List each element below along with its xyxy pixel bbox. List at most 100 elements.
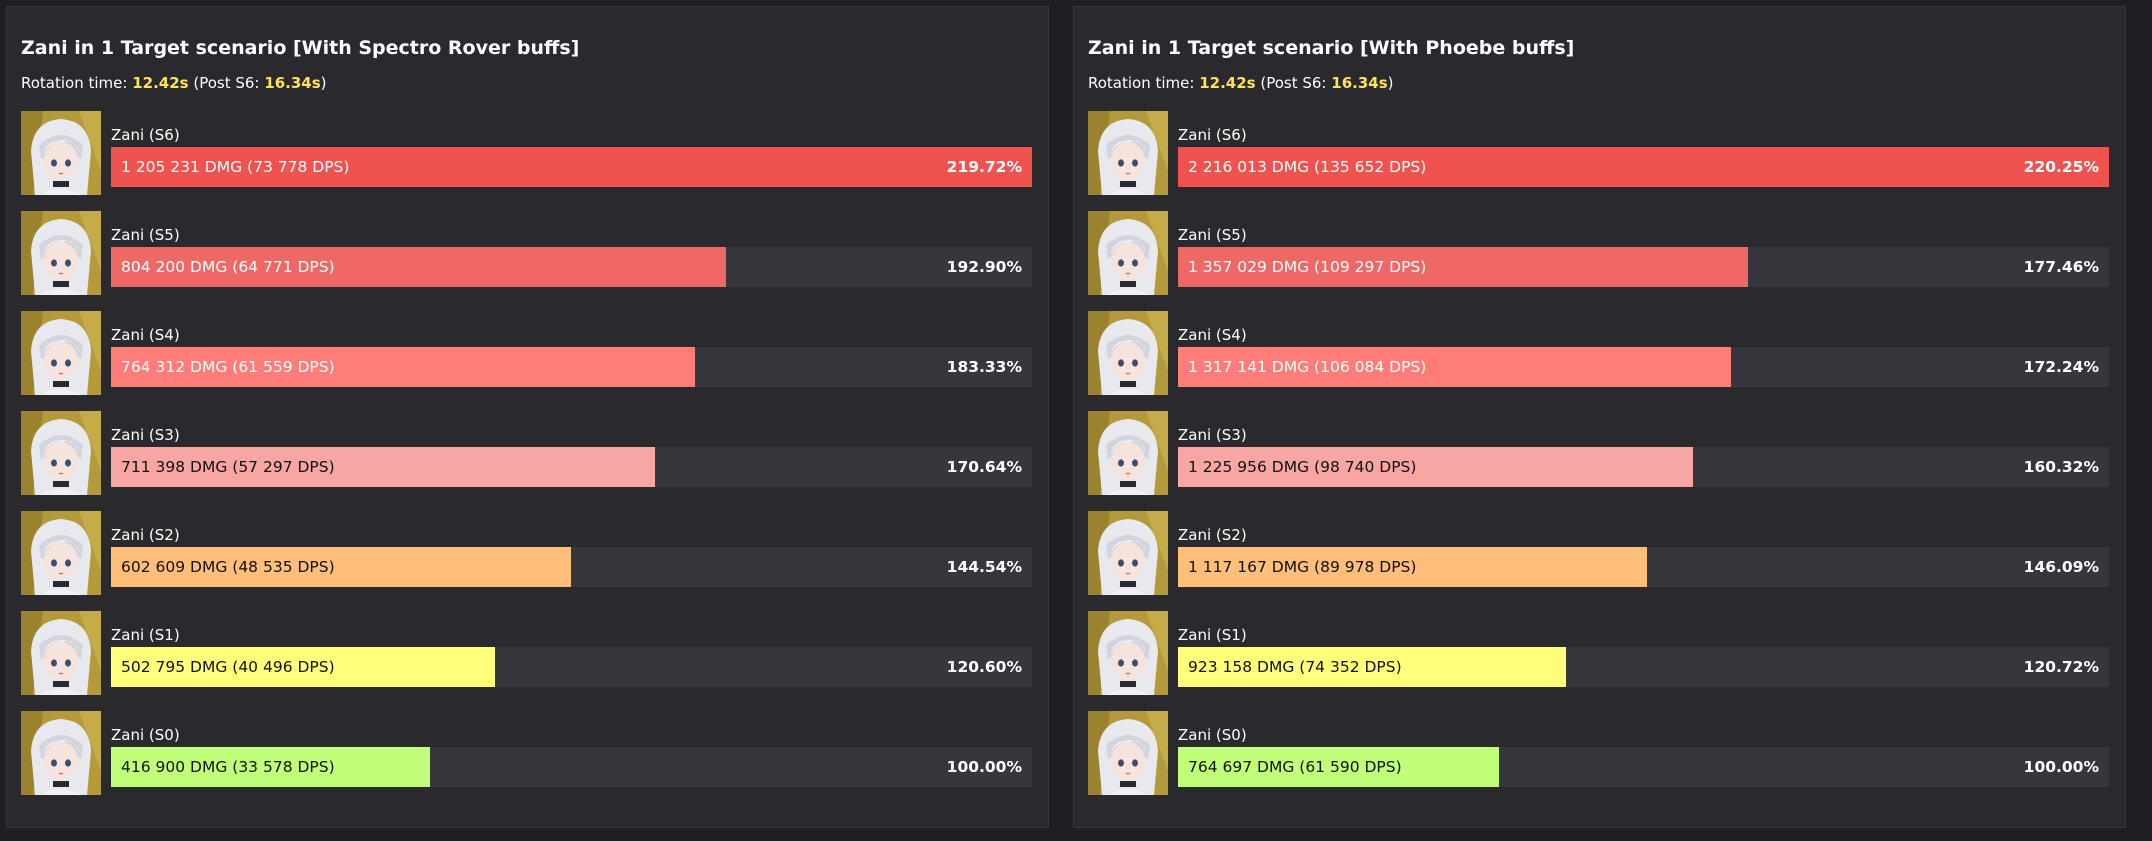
bar-value-label: 923 158 DMG (74 352 DPS) (1188, 658, 1402, 676)
category-label: Zani (S1) (111, 626, 180, 644)
bar (111, 347, 696, 387)
bar-percent-label: 146.09% (2023, 558, 2099, 576)
bar (1178, 247, 1749, 287)
bar-row: Zani (S6) 2 216 013 DMG (135 652 DPS) 220.… (1088, 111, 2109, 199)
bar-percent-label: 192.90% (946, 258, 1022, 276)
bar-value-label: 1 357 029 DMG (109 297 DPS) (1188, 258, 1427, 276)
category-label: Zani (S4) (111, 326, 180, 344)
bar-track: 923 158 DMG (74 352 DPS) 120.72% (1178, 647, 2109, 687)
bar-track: 502 795 DMG (40 496 DPS) 120.60% (111, 647, 1032, 687)
bar (111, 747, 430, 787)
rotation-post-time-value: 16.34s (264, 74, 321, 92)
chart-panel-spectro-rover: Zani in 1 Target scenario [With Spectro … (6, 6, 1049, 828)
category-label: Zani (S5) (111, 226, 180, 244)
zani-portrait-icon (21, 611, 101, 695)
bar-track: 804 200 DMG (64 771 DPS) 192.90% (111, 247, 1032, 287)
bar-percent-label: 144.54% (946, 558, 1022, 576)
zani-portrait-icon (1088, 411, 1168, 495)
bar-percent-label: 220.25% (2023, 158, 2099, 176)
bar (111, 547, 572, 587)
bar-track: 416 900 DMG (33 578 DPS) 100.00% (111, 747, 1032, 787)
bar (111, 647, 496, 687)
rotation-post-time-value: 16.34s (1331, 74, 1388, 92)
bar-value-label: 602 609 DMG (48 535 DPS) (121, 558, 335, 576)
zani-portrait-icon (21, 211, 101, 295)
category-label: Zani (S0) (1178, 726, 1247, 744)
bar-track: 764 697 DMG (61 590 DPS) 100.00% (1178, 747, 2109, 787)
zani-portrait-icon (21, 411, 101, 495)
bar-value-label: 1 317 141 DMG (106 084 DPS) (1188, 358, 1427, 376)
category-label: Zani (S1) (1178, 626, 1247, 644)
bar-track: 1 205 231 DMG (73 778 DPS) 219.72% (111, 147, 1032, 187)
bar-value-label: 711 398 DMG (57 297 DPS) (121, 458, 335, 476)
bar-percent-label: 183.33% (946, 358, 1022, 376)
chart-title: Zani in 1 Target scenario [With Spectro … (21, 37, 580, 59)
zani-portrait-icon (1088, 511, 1168, 595)
chart-title: Zani in 1 Target scenario [With Phoebe b… (1088, 37, 1575, 59)
zani-portrait-icon (1088, 311, 1168, 395)
rotation-time-value: 12.42s (1199, 74, 1256, 92)
bar-row: Zani (S0) 416 900 DMG (33 578 DPS) 100.00% (21, 711, 1032, 799)
bar-percent-label: 100.00% (946, 758, 1022, 776)
bar-value-label: 764 697 DMG (61 590 DPS) (1188, 758, 1402, 776)
bar-percent-label: 219.72% (946, 158, 1022, 176)
bar (1178, 447, 1694, 487)
bar-row: Zani (S4) 764 312 DMG (61 559 DPS) 183.33% (21, 311, 1032, 399)
bar-row: Zani (S0) 764 697 DMG (61 590 DPS) 100.00% (1088, 711, 2109, 799)
category-label: Zani (S4) (1178, 326, 1247, 344)
rotation-suffix: ) (1387, 74, 1394, 92)
rotation-time: Rotation time: 12.42s (Post S6: 16.34s) (21, 74, 327, 92)
bar-track: 1 225 956 DMG (98 740 DPS) 160.32% (1178, 447, 2109, 487)
bar (1178, 747, 1500, 787)
rotation-prefix: Rotation time: (1088, 74, 1200, 92)
bar-percent-label: 172.24% (2023, 358, 2099, 376)
zani-portrait-icon (1088, 211, 1168, 295)
bar-percent-label: 170.64% (946, 458, 1022, 476)
bar-value-label: 1 117 167 DMG (89 978 DPS) (1188, 558, 1417, 576)
bar-track: 764 312 DMG (61 559 DPS) 183.33% (111, 347, 1032, 387)
bar-track: 1 317 141 DMG (106 084 DPS) 172.24% (1178, 347, 2109, 387)
bar-row: Zani (S5) 804 200 DMG (64 771 DPS) 192.90% (21, 211, 1032, 299)
rotation-post-prefix: (Post S6: (1255, 74, 1332, 92)
bar (1178, 147, 2109, 187)
category-label: Zani (S6) (1178, 126, 1247, 144)
bar-row: Zani (S3) 1 225 956 DMG (98 740 DPS) 160.3… (1088, 411, 2109, 499)
bar-value-label: 1 225 956 DMG (98 740 DPS) (1188, 458, 1417, 476)
category-label: Zani (S3) (1178, 426, 1247, 444)
bar-track: 602 609 DMG (48 535 DPS) 144.54% (111, 547, 1032, 587)
bar (1178, 647, 1566, 687)
zani-portrait-icon (1088, 111, 1168, 195)
bar (1178, 347, 1732, 387)
bar-row: Zani (S3) 711 398 DMG (57 297 DPS) 170.64% (21, 411, 1032, 499)
bar-row: Zani (S5) 1 357 029 DMG (109 297 DPS) 177.… (1088, 211, 2109, 299)
rotation-prefix: Rotation time: (21, 74, 133, 92)
bar-value-label: 1 205 231 DMG (73 778 DPS) (121, 158, 350, 176)
zani-portrait-icon (1088, 711, 1168, 795)
bar-track: 1 117 167 DMG (89 978 DPS) 146.09% (1178, 547, 2109, 587)
bar-percent-label: 120.72% (2023, 658, 2099, 676)
chart-panel-phoebe: Zani in 1 Target scenario [With Phoebe b… (1073, 6, 2126, 828)
bar-row: Zani (S6) 1 205 231 DMG (73 778 DPS) 219.7… (21, 111, 1032, 199)
bar-row: Zani (S1) 923 158 DMG (74 352 DPS) 120.72% (1088, 611, 2109, 699)
bar-row: Zani (S2) 602 609 DMG (48 535 DPS) 144.54% (21, 511, 1032, 599)
bar-row: Zani (S1) 502 795 DMG (40 496 DPS) 120.60% (21, 611, 1032, 699)
bar-percent-label: 120.60% (946, 658, 1022, 676)
bar (111, 447, 655, 487)
category-label: Zani (S2) (1178, 526, 1247, 544)
zani-portrait-icon (21, 711, 101, 795)
zani-portrait-icon (1088, 611, 1168, 695)
bar-row: Zani (S2) 1 117 167 DMG (89 978 DPS) 146.0… (1088, 511, 2109, 599)
bar-value-label: 502 795 DMG (40 496 DPS) (121, 658, 335, 676)
category-label: Zani (S3) (111, 426, 180, 444)
zani-portrait-icon (21, 511, 101, 595)
rotation-time-value: 12.42s (132, 74, 189, 92)
bar-track: 2 216 013 DMG (135 652 DPS) 220.25% (1178, 147, 2109, 187)
category-label: Zani (S2) (111, 526, 180, 544)
bar (111, 247, 726, 287)
bar-track: 1 357 029 DMG (109 297 DPS) 177.46% (1178, 247, 2109, 287)
bar (1178, 547, 1648, 587)
zani-portrait-icon (21, 311, 101, 395)
bar-value-label: 804 200 DMG (64 771 DPS) (121, 258, 335, 276)
rotation-post-prefix: (Post S6: (188, 74, 265, 92)
bar-percent-label: 177.46% (2023, 258, 2099, 276)
